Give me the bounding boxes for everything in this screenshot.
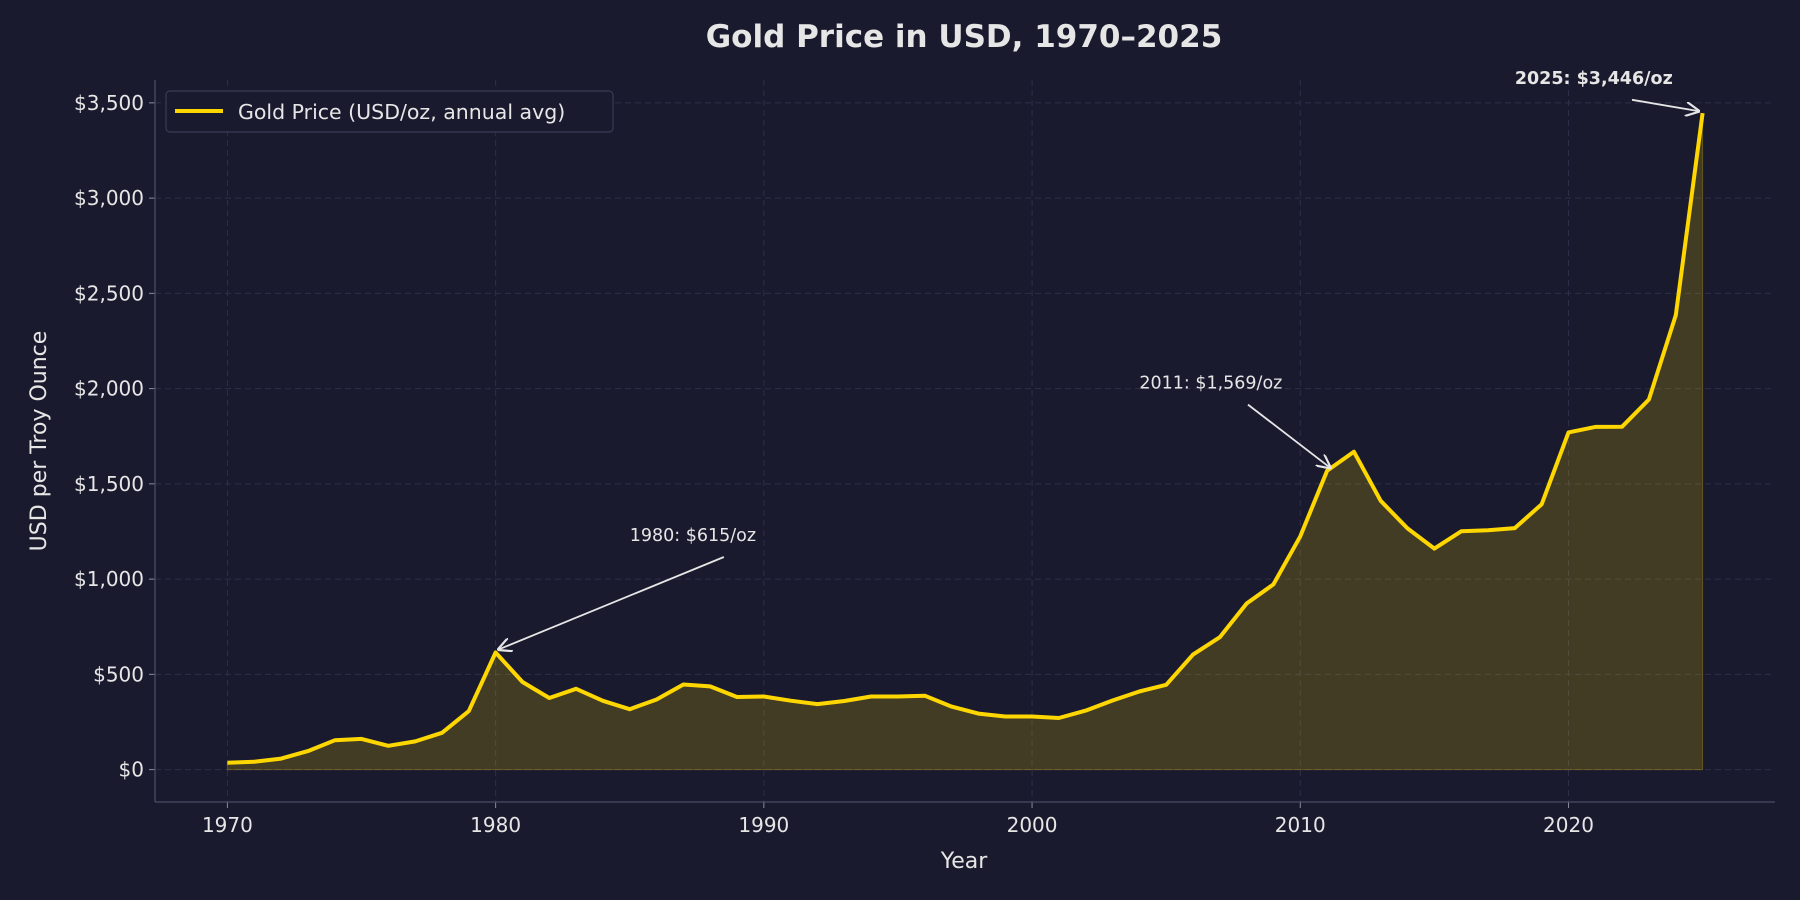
y-axis-label: USD per Troy Ounce (27, 331, 52, 552)
annotations: 1980: $615/oz 2011: $1,569/oz 2025: $3,446… (499, 69, 1699, 650)
series (226, 112, 1705, 771)
y-tick-label: $500 (93, 662, 144, 686)
annotation-arrow (499, 556, 725, 649)
y-tick-label: $2,500 (74, 281, 144, 305)
annotation-label: 1980: $615/oz (630, 526, 756, 546)
price-line (227, 112, 1705, 765)
x-tick-label: 1990 (738, 813, 789, 837)
legend: Gold Price (USD/oz, annual avg) (165, 90, 614, 133)
x-tick-label: 1980 (470, 813, 521, 837)
y-tick-label: $1,500 (74, 472, 144, 496)
y-tick-label: $1,000 (74, 567, 144, 591)
annotation-label: 2011: $1,569/oz (1139, 374, 1282, 394)
annotation-label: 2025: $3,446/oz (1515, 69, 1673, 89)
axes: $0 $500 $1,000 $1,500 $2,000 $2,500 $3,000 $3,5… (74, 80, 1775, 837)
y-tick-label: $0 (119, 758, 144, 782)
chart-title: Gold Price in USD, 1970–2025 (706, 19, 1223, 55)
legend-box (165, 90, 614, 133)
annotation-arrow (1247, 403, 1330, 468)
y-tick-label: $3,500 (74, 91, 144, 115)
x-tick-label: 2020 (1543, 813, 1594, 837)
y-tick-label: $3,000 (74, 186, 144, 210)
legend-label: Gold Price (USD/oz, annual avg) (238, 100, 565, 124)
x-axis-label: Year (940, 849, 989, 874)
y-tick-label: $2,000 (74, 377, 144, 401)
x-tick-label: 2010 (1275, 813, 1326, 837)
x-tick-label: 2000 (1007, 813, 1058, 837)
x-tick-label: 1970 (202, 813, 253, 837)
annotation-arrow (1631, 98, 1699, 111)
